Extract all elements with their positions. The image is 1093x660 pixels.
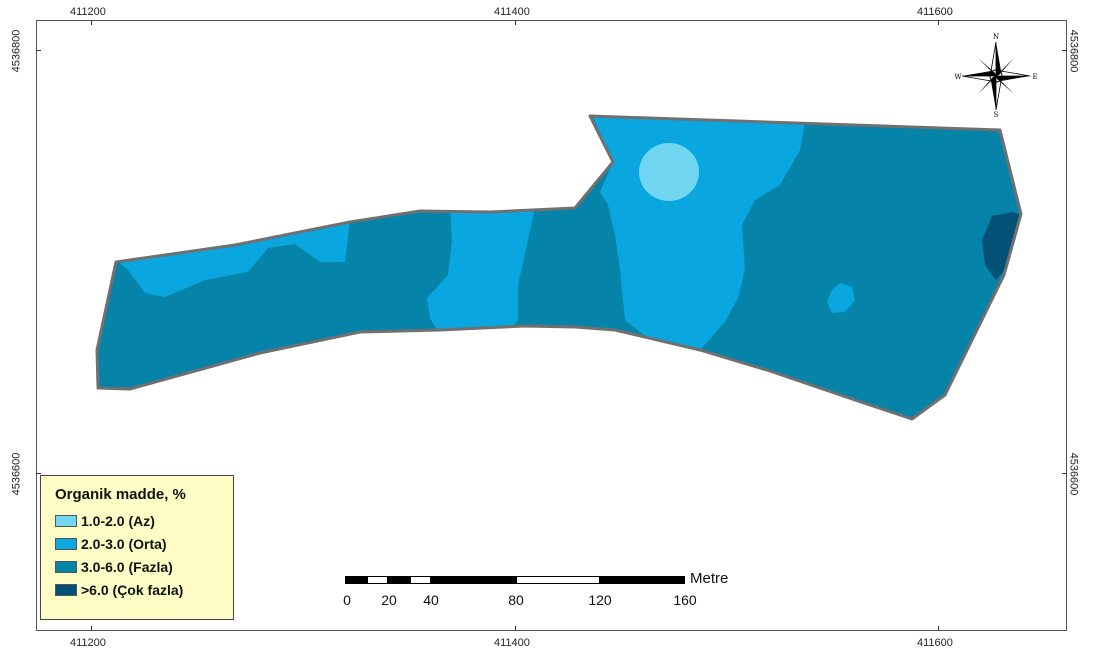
scale-seg-3	[388, 576, 410, 584]
scale-label-160: 160	[673, 592, 697, 608]
compass-n: N	[993, 33, 999, 41]
zone-fazla	[97, 116, 1021, 419]
legend-item-az: 1.0-2.0 (Az)	[55, 509, 233, 532]
legend-swatch-az	[55, 514, 77, 527]
scale-seg-6	[516, 576, 600, 584]
coord-top-2: 411400	[494, 6, 530, 18]
tick-top-3	[938, 20, 939, 25]
zone-orta-small	[827, 283, 855, 313]
scale-seg-2	[367, 576, 388, 584]
scale-seg-4	[410, 576, 431, 584]
field-boundary	[95, 114, 1023, 421]
scale-unit: Metre	[690, 570, 729, 587]
legend-label-orta: 2.0-3.0 (Orta)	[81, 535, 167, 552]
tick-bottom-3	[938, 626, 939, 631]
tick-bottom-2	[515, 626, 516, 631]
tick-top-1	[91, 20, 92, 25]
scale-label-40: 40	[423, 592, 439, 608]
tick-bottom-1	[91, 626, 92, 631]
legend-title: Organik madde, %	[55, 486, 186, 503]
scale-label-80: 80	[508, 592, 524, 608]
scale-bar	[345, 576, 685, 586]
legend-item-cok-fazla: >6.0 (Çok fazla)	[55, 578, 233, 601]
legend-label-cok-fazla: >6.0 (Çok fazla)	[81, 581, 184, 598]
scale-label-0: 0	[343, 592, 351, 608]
compass-e: E	[1032, 73, 1037, 81]
zone-orta-center	[427, 208, 535, 335]
compass-s: S	[994, 111, 999, 117]
zone-cok-fazla	[982, 212, 1021, 280]
legend: Organik madde, % 1.0-2.0 (Az) 2.0-3.0 (O…	[40, 475, 234, 620]
legend-item-fazla: 3.0-6.0 (Fazla)	[55, 555, 233, 578]
legend-swatch-orta	[55, 537, 77, 550]
legend-label-az: 1.0-2.0 (Az)	[81, 512, 155, 529]
tick-right-2	[1062, 473, 1067, 474]
tick-top-2	[515, 20, 516, 25]
coord-top-3: 411600	[917, 6, 953, 18]
scale-label-120: 120	[588, 592, 612, 608]
scale-label-20: 20	[381, 592, 397, 608]
coord-bottom-1: 411200	[70, 637, 106, 649]
scale-seg-1	[345, 576, 367, 584]
legend-item-orta: 2.0-3.0 (Orta)	[55, 532, 233, 555]
tick-left-2	[36, 473, 41, 474]
coord-top-1: 411200	[70, 6, 106, 18]
coord-bottom-3: 411600	[917, 637, 953, 649]
zone-orta-west	[110, 220, 350, 297]
compass-w: W	[955, 73, 962, 81]
legend-label-fazla: 3.0-6.0 (Fazla)	[81, 558, 173, 575]
scale-seg-5	[431, 576, 516, 584]
tick-left-1	[36, 50, 41, 51]
north-arrow-icon: N S E W	[955, 33, 1037, 117]
legend-swatch-cok-fazla	[55, 583, 77, 596]
zone-az	[639, 143, 699, 201]
coord-bottom-2: 411400	[494, 637, 530, 649]
tick-right-1	[1062, 50, 1067, 51]
scale-seg-7	[600, 576, 685, 584]
legend-swatch-fazla	[55, 560, 77, 573]
